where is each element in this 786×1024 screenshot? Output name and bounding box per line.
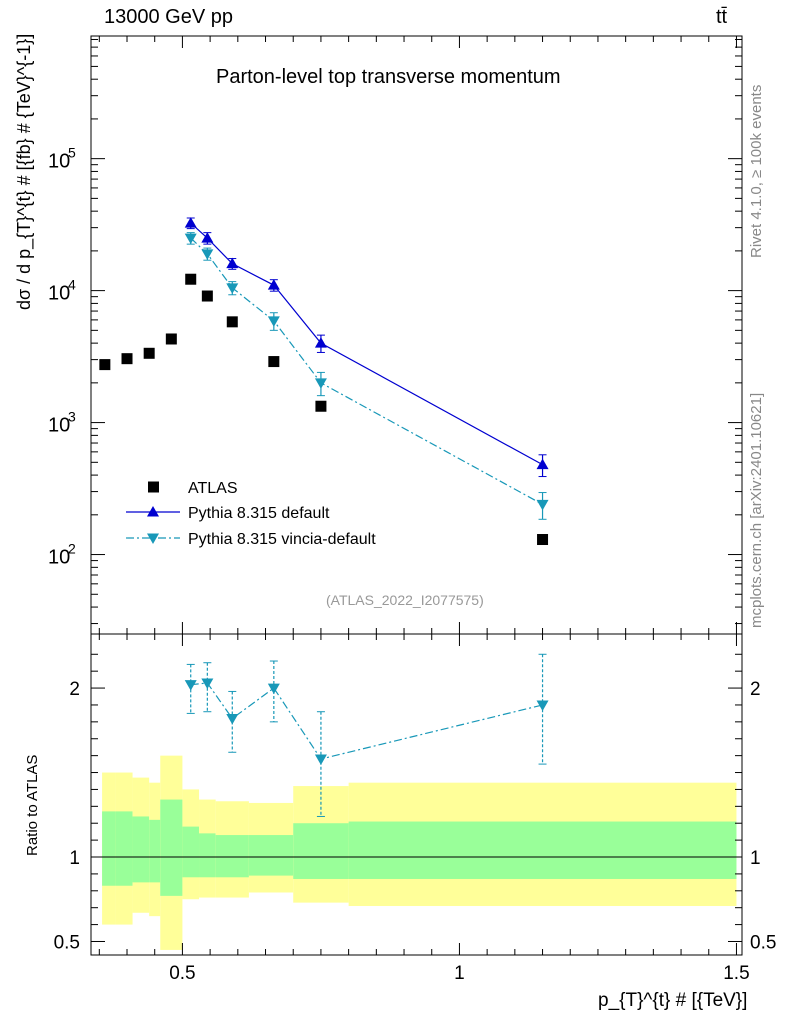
ratio-data-point (201, 678, 214, 689)
y-tick-label-exponent: 5 (68, 145, 76, 161)
mc-data-point (267, 316, 280, 327)
ratio-band-green (182, 826, 200, 878)
mc-series-line (190, 222, 543, 466)
mc-data-point (201, 232, 214, 243)
atlas-data-point (268, 356, 280, 368)
ratio-data-point (536, 700, 549, 711)
mc-data-point (314, 337, 327, 348)
ratio-plot-frame (90, 633, 743, 956)
ratio-tick-label-left: 2 (69, 679, 80, 700)
legend-entry-label: ATLAS (188, 480, 238, 497)
ratio-tick-label-left: 1 (69, 848, 80, 869)
y-tick-label-exponent: 3 (68, 409, 76, 425)
mc-data-point (226, 257, 239, 269)
ratio-band-green (248, 835, 294, 876)
ratio-tick-label-right: 0.5 (750, 932, 776, 953)
ratio-tick-label-left: 0.5 (54, 932, 80, 953)
atlas-data-point (201, 290, 213, 302)
ratio-tick-label-right: 1 (750, 848, 761, 869)
ratio-band-green (293, 823, 349, 879)
mc-data-point (536, 458, 549, 470)
analysis-id-label: (ATLAS_2022_I2077575) (326, 592, 484, 608)
y-tick-label-base: 10 (48, 415, 70, 437)
ratio-y-axis-label: Ratio to ATLAS (24, 754, 41, 856)
ratio-tick-label-right: 2 (750, 679, 761, 700)
atlas-data-point (165, 333, 177, 345)
legend-marker (147, 506, 159, 517)
atlas-data-point (185, 273, 197, 285)
x-tick-label: 1 (454, 963, 465, 984)
atlas-data-point (226, 316, 238, 328)
y-axis-label: dσ / d p_{T}^{t} # [{fb} # {TeV}^{-1}] (14, 33, 34, 310)
ratio-band-green (149, 819, 161, 883)
atlas-data-point (537, 534, 549, 546)
y-tick-label-base: 10 (48, 151, 70, 173)
mcplots-label: mcplots.cern.ch [arXiv:2401.10621] (748, 392, 765, 628)
chart-title: Parton-level top transverse momentum (216, 66, 561, 88)
ratio-data-point (267, 683, 280, 695)
mc-data-point (184, 233, 197, 245)
mc-data-point (314, 378, 327, 389)
mc-series-line (190, 237, 543, 505)
atlas-data-point (99, 359, 111, 371)
x-tick-label: 0.5 (169, 963, 195, 984)
legend-marker-atlas (148, 481, 159, 493)
ratio-data-point (184, 680, 197, 691)
legend-marker (147, 533, 159, 544)
y-tick-label-exponent: 4 (68, 277, 76, 293)
atlas-data-point (143, 347, 155, 359)
legend-entry-label: Pythia 8.315 vincia-default (188, 531, 376, 548)
ratio-band-green (132, 816, 150, 883)
ratio-band-green (160, 799, 183, 896)
mc-data-point (536, 499, 549, 511)
y-tick-label-base: 10 (48, 547, 70, 569)
energy-label: 13000 GeV pp (104, 6, 233, 28)
ratio-data-point (314, 754, 327, 766)
ratio-series-line (190, 682, 543, 760)
mc-data-point (226, 283, 239, 294)
x-tick-label: 1.5 (723, 963, 749, 984)
x-axis-label: p_{T}^{t} # [{TeV}] (598, 990, 748, 1011)
ratio-band-green (115, 811, 133, 886)
y-tick-label-exponent: 2 (68, 541, 76, 557)
ratio-band-green (102, 811, 116, 886)
mc-data-point (184, 217, 197, 228)
rivet-version-label: Rivet 4.1.0, ≥ 100k events (748, 84, 765, 258)
ratio-band-green (348, 821, 737, 879)
mc-data-point (267, 279, 280, 290)
ratio-band-green (215, 835, 249, 878)
ratio-band-green (199, 833, 216, 878)
atlas-data-point (315, 400, 327, 412)
legend-entry-label: Pythia 8.315 default (188, 505, 330, 522)
process-label: tt̄ (716, 6, 728, 28)
mc-data-point (201, 249, 214, 260)
atlas-data-point (121, 353, 133, 365)
y-tick-label-base: 10 (48, 283, 70, 305)
ratio-data-point (226, 713, 239, 725)
